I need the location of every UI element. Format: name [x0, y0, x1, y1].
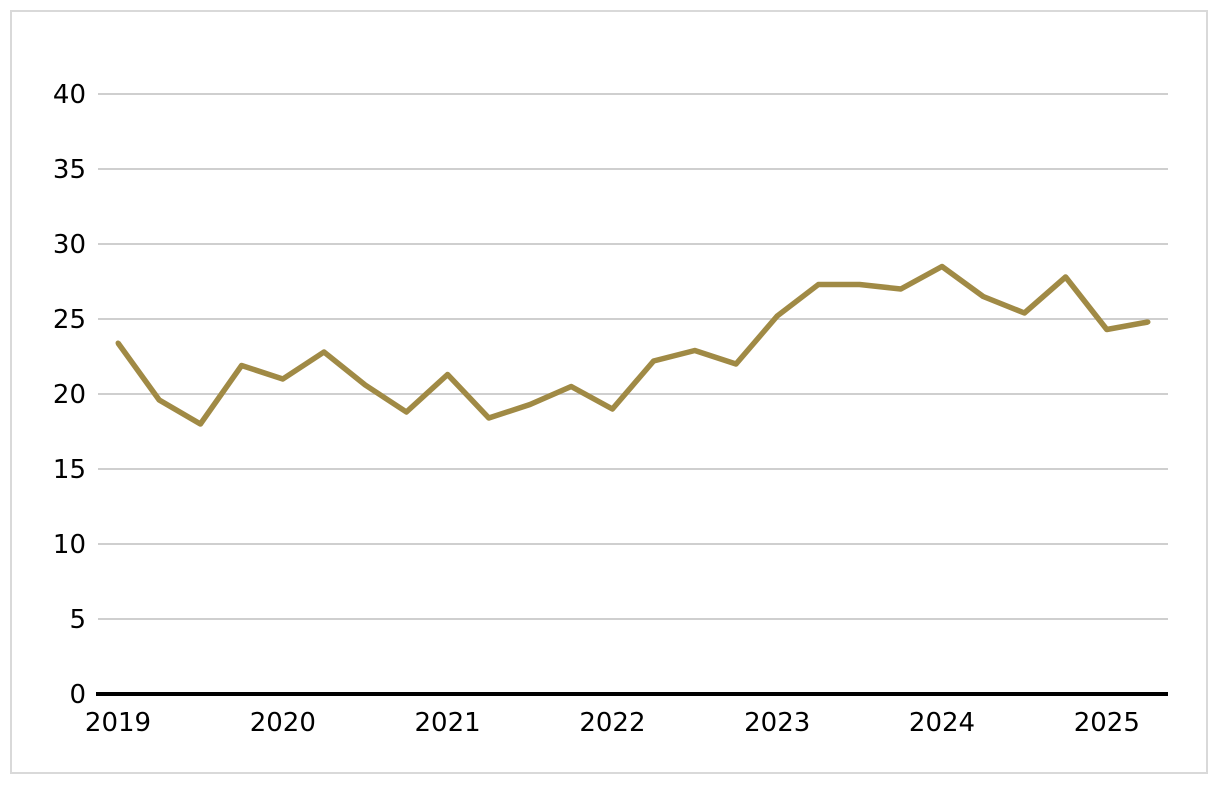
data-point [774, 313, 780, 319]
x-tick-label: 2019 [85, 708, 151, 738]
x-tick-label: 2022 [579, 708, 645, 738]
y-tick-label: 5 [69, 605, 86, 635]
data-point [857, 282, 863, 287]
y-tick-label: 40 [53, 80, 86, 110]
data-point [898, 286, 904, 292]
data-point [980, 294, 986, 299]
data-point [815, 282, 821, 287]
data-point [527, 402, 533, 407]
y-tick-label: 25 [53, 305, 86, 335]
data-point [445, 372, 451, 377]
y-tick-label: 10 [53, 530, 86, 560]
series-layer [115, 263, 1151, 427]
data-point [568, 384, 574, 389]
data-point [1145, 319, 1151, 325]
y-tick-label: 35 [53, 155, 86, 185]
gridlines [98, 93, 1168, 620]
chart-frame [10, 10, 1208, 774]
data-point [1104, 327, 1110, 332]
y-tick-label: 30 [53, 230, 86, 260]
series-line [115, 263, 1149, 427]
y-tick-label: 20 [53, 380, 86, 410]
data-point [197, 421, 203, 427]
x-tick-label: 2021 [415, 708, 481, 738]
x-axis-tick-labels: 2019 2020 2021 2022 2023 2024 2025 [85, 708, 1140, 738]
x-tick-label: 2025 [1074, 708, 1140, 738]
data-point [692, 348, 698, 353]
data-point [403, 409, 409, 415]
y-tick-label: 0 [69, 680, 86, 710]
x-tick-label: 2020 [250, 708, 316, 738]
data-point [321, 349, 327, 355]
data-point [362, 382, 368, 388]
x-tick-label: 2023 [744, 708, 810, 738]
data-point [280, 376, 286, 382]
data-point [651, 358, 657, 364]
y-tick-label: 15 [53, 455, 86, 485]
data-point [156, 397, 162, 403]
data-point [1063, 274, 1069, 280]
data-point [115, 340, 121, 346]
data-point [609, 406, 615, 412]
data-point [486, 415, 492, 421]
data-point [733, 361, 739, 367]
data-point [239, 363, 245, 368]
y-axis-tick-labels: 0 5 10 15 20 25 30 35 40 [53, 80, 86, 710]
data-point [939, 264, 945, 269]
data-point [1021, 310, 1027, 316]
x-tick-label: 2024 [909, 708, 975, 738]
